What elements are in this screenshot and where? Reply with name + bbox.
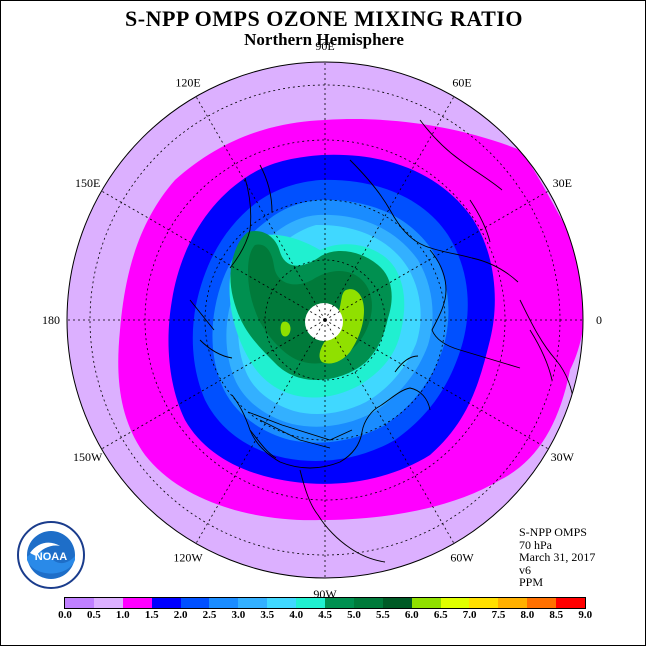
colorbar-swatch	[325, 598, 354, 608]
meridian-line	[324, 96, 455, 321]
noaa-logo: NOAA	[17, 521, 85, 589]
meridian-line	[195, 96, 326, 321]
colorbar-swatch	[440, 598, 470, 608]
info-instrument: S-NPP OMPS	[519, 525, 587, 539]
longitude-label: 90E	[315, 39, 334, 53]
longitude-label: 0	[596, 313, 602, 327]
colorbar-tick-label: 7.5	[491, 609, 506, 621]
colorbar-tick-label: 6.0	[404, 609, 419, 621]
coastline-europe	[429, 249, 521, 369]
colorbar-swatch	[556, 598, 586, 608]
colorbar-tick-label: 2.0	[173, 609, 188, 621]
longitude-label: 60E	[452, 76, 471, 90]
coastline-north-america	[231, 394, 381, 469]
colorbar-swatch	[353, 598, 383, 608]
colorbar-swatch	[296, 598, 326, 608]
colorbar-swatch	[93, 598, 123, 608]
longitude-label: 150W	[73, 450, 103, 464]
colorbar-tick-label: 8.0	[520, 609, 535, 621]
colorbar-tick-label: 7.0	[462, 609, 477, 621]
longitude-label: 30W	[551, 450, 575, 464]
colorbar-swatch	[498, 598, 528, 608]
globe-outline	[66, 61, 584, 579]
colorbar-swatch	[382, 598, 412, 608]
coastline-east-asia	[229, 164, 273, 269]
colorbar-tick-label: 0.0	[58, 609, 72, 621]
graticule	[67, 62, 583, 578]
map-title: S-NPP OMPS OZONE MIXING RATIO	[125, 6, 523, 31]
longitude-label: 60W	[450, 550, 474, 564]
colorbar-swatch	[527, 598, 557, 608]
colorbar-tick-label: 1.5	[144, 609, 159, 621]
colorbar-swatch	[122, 598, 152, 608]
info-version: v6	[519, 562, 531, 577]
coastlines	[189, 119, 575, 563]
noaa-logo-text: NOAA	[35, 551, 67, 563]
colorbar-tick-label: 8.5	[549, 609, 564, 621]
colorbar-tick-label: 9.0	[578, 609, 593, 621]
coastline-central-america	[299, 469, 386, 563]
longitude-label: 30E	[553, 176, 572, 190]
colorbar-tick-label: 3.0	[231, 609, 246, 621]
colorbar-tick-label: 5.5	[376, 609, 390, 621]
colorbar-tick-label: 4.0	[289, 609, 304, 621]
contour-lime-small	[280, 321, 291, 337]
colorbar-tick-label: 1.0	[115, 609, 130, 621]
colorbar-tick-label: 5.0	[347, 609, 361, 621]
meridian-line	[324, 190, 549, 321]
meridian-line	[101, 190, 326, 321]
meridian-line	[324, 319, 455, 544]
colorbar-tick-label: 6.5	[433, 609, 448, 621]
us-state-lines	[247, 411, 353, 459]
longitude-label: 120W	[173, 550, 203, 564]
colorbar-swatch	[180, 598, 210, 608]
longitude-label: 150E	[75, 176, 100, 190]
colorbar-tick-label: 4.5	[318, 609, 332, 621]
meridian-line	[324, 319, 549, 450]
coastline-asia-north	[349, 159, 519, 283]
info-date: March 31, 2017	[519, 550, 596, 564]
colorbar-swatch	[267, 598, 297, 608]
coastline-alaska	[189, 299, 233, 359]
polar-data-gap	[305, 303, 343, 341]
coastline-africa	[519, 299, 575, 405]
info-units: PPM	[519, 575, 544, 589]
colorbar-swatch	[411, 598, 441, 608]
colorbar-labels: 0.0 0.5 1.0 1.5 2.0 2.5 3.0 3.5 4.0 4.5 5.0 5.5 6.0 6…	[0, 609, 648, 623]
longitude-label: 180	[42, 313, 60, 327]
colorbar-swatch	[209, 598, 239, 608]
colorbar-tick-label: 3.5	[260, 609, 275, 621]
colorbar-swatch	[65, 598, 94, 608]
coastline-greenland	[379, 355, 431, 411]
product-info: S-NPP OMPS 70 hPa March 31, 2017 v6 PPM	[519, 526, 595, 589]
coastline-india-arabia	[419, 119, 503, 243]
map-subtitle: Northern Hemisphere	[244, 30, 404, 49]
colorbar-swatch	[469, 598, 499, 608]
colorbar-swatch	[238, 598, 268, 608]
info-level: 70 hPa	[519, 537, 552, 552]
longitude-label: 120E	[175, 76, 200, 90]
colorbar	[64, 597, 587, 609]
meridian-line	[101, 319, 326, 450]
meridian-line	[195, 319, 326, 544]
colorbar-tick-label: 0.5	[87, 609, 101, 621]
colorbar-swatch	[151, 598, 181, 608]
colorbar-tick-label: 2.5	[202, 609, 217, 621]
